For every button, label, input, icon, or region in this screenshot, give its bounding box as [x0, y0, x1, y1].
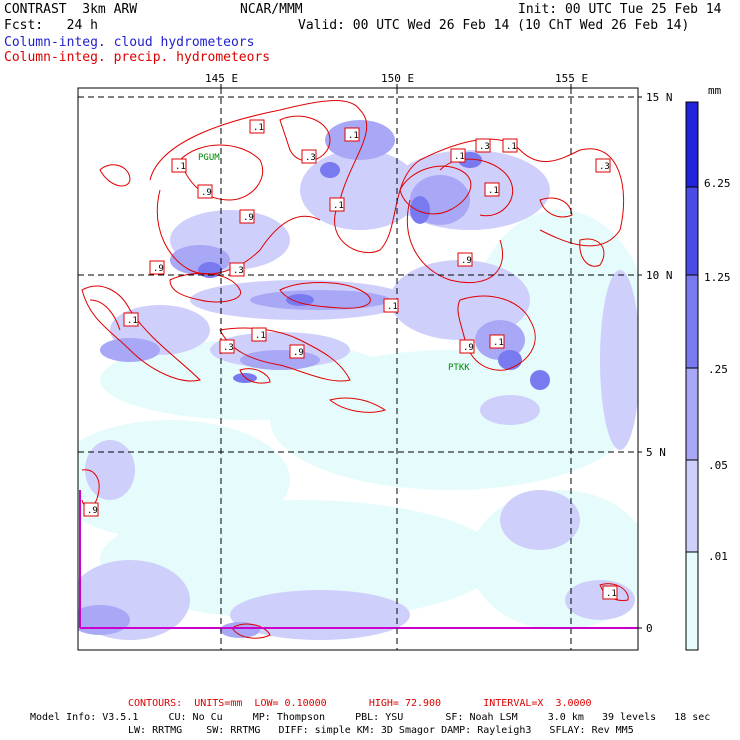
model-name: CONTRAST 3km ARW — [4, 2, 138, 17]
contour-info: CONTOURS: UNITS=mm LOW= 0.10000 HIGH= 72… — [128, 698, 592, 709]
contour-label: .1 — [450, 148, 466, 163]
svg-text:.9: .9 — [461, 256, 472, 266]
svg-text:.9: .9 — [201, 188, 212, 198]
svg-text:.3: .3 — [223, 343, 234, 353]
contour-label: .3 — [219, 339, 235, 354]
model-info-line1: Model Info: V3.5.1 CU: No Cu MP: Thompso… — [30, 712, 711, 723]
svg-text:.1: .1 — [127, 316, 138, 326]
svg-text:.1: .1 — [255, 331, 266, 341]
contour-label: .3 — [595, 158, 611, 173]
lat-label-15n: 15 N — [646, 91, 673, 104]
lon-label-145: 145 E — [205, 72, 238, 85]
lat-label-0: 0 — [646, 622, 653, 635]
svg-text:.1: .1 — [454, 152, 465, 162]
domain-border — [79, 490, 638, 629]
colorbar-label-.25: .25 — [708, 363, 728, 376]
lat-label-10n: 10 N — [646, 269, 673, 282]
svg-text:.1: .1 — [253, 123, 264, 133]
svg-text:.9: .9 — [243, 213, 254, 223]
svg-text:.1: .1 — [488, 186, 499, 196]
lon-label-150: 150 E — [381, 72, 414, 85]
valid-time: Valid: 00 UTC Wed 26 Feb 14 (10 ChT Wed … — [298, 18, 690, 33]
svg-text:.3: .3 — [479, 142, 490, 152]
contour-label: .1 — [602, 585, 618, 600]
svg-text:.3: .3 — [305, 153, 316, 163]
contour-label: .1 — [329, 197, 345, 212]
svg-text:.3: .3 — [599, 162, 610, 172]
contour-label: .3 — [475, 138, 491, 153]
colorbar-label-.05: .05 — [708, 459, 728, 472]
init-time: Init: 00 UTC Tue 25 Feb 14 — [518, 2, 722, 17]
svg-text:.9: .9 — [293, 348, 304, 358]
colorbar-label-6.25: 6.25 — [704, 177, 731, 190]
lon-label-155: 155 E — [555, 72, 588, 85]
contour-label: .1 — [383, 298, 399, 313]
station-pgum: PGUM — [198, 153, 220, 163]
svg-text:.1: .1 — [333, 201, 344, 211]
contour-label: .9 — [239, 209, 255, 224]
svg-text:.1: .1 — [506, 142, 517, 152]
contour-label: .1 — [489, 334, 505, 349]
station-ptkk: PTKK — [448, 363, 470, 373]
svg-text:.1: .1 — [493, 338, 504, 348]
contour-label: .1 — [502, 138, 518, 153]
colorbar-label-1.25: 1.25 — [704, 271, 731, 284]
contour-label: .1 — [251, 327, 267, 342]
svg-text:.9: .9 — [153, 264, 164, 274]
contour-label: .9 — [149, 260, 165, 275]
contour-label: .3 — [301, 149, 317, 164]
colorbar-label-.01: .01 — [708, 550, 728, 563]
svg-text:.9: .9 — [463, 343, 474, 353]
contour-value-labels: .1 .3 .1 .1 .3 .1 .1 .9 .9 .1 .9 .3 .9 .… — [83, 119, 618, 600]
contour-label: .1 — [344, 127, 360, 142]
svg-text:.1: .1 — [606, 589, 617, 599]
contour-label: .3 — [229, 262, 245, 277]
map-frame — [77, 87, 639, 651]
svg-text:.9: .9 — [87, 506, 98, 516]
contour-label: .1 — [171, 158, 187, 173]
field-precip-title: Column-integ. precip. hydrometeors — [4, 50, 271, 65]
svg-text:.1: .1 — [387, 302, 398, 312]
svg-text:.3: .3 — [233, 266, 244, 276]
contour-label: .1 — [123, 312, 139, 327]
svg-text:.1: .1 — [348, 131, 359, 141]
cloud-shading — [78, 120, 638, 640]
contour-label: .9 — [457, 252, 473, 267]
lat-label-5n: 5 N — [646, 446, 666, 459]
contour-label: .9 — [289, 344, 305, 359]
model-info-line2: LW: RRTMG SW: RRTMG DIFF: simple KM: 3D … — [128, 725, 634, 736]
contour-label: .9 — [459, 339, 475, 354]
forecast-hour: Fcst: 24 h — [4, 18, 98, 33]
center-name: NCAR/MMM — [240, 2, 303, 17]
colorbar-unit: mm — [708, 84, 722, 97]
contour-label: .1 — [484, 182, 500, 197]
svg-text:.1: .1 — [175, 162, 186, 172]
color-bar: mm 6.25 1.25 .25 .05 .01 — [685, 84, 731, 651]
contour-label: .1 — [249, 119, 265, 134]
field-cloud-title: Column-integ. cloud hydrometeors — [4, 35, 255, 50]
precip-contours — [81, 100, 629, 639]
contour-label: .9 — [83, 502, 99, 517]
lat-lon-grid — [78, 88, 638, 650]
contour-label: .9 — [197, 184, 213, 199]
